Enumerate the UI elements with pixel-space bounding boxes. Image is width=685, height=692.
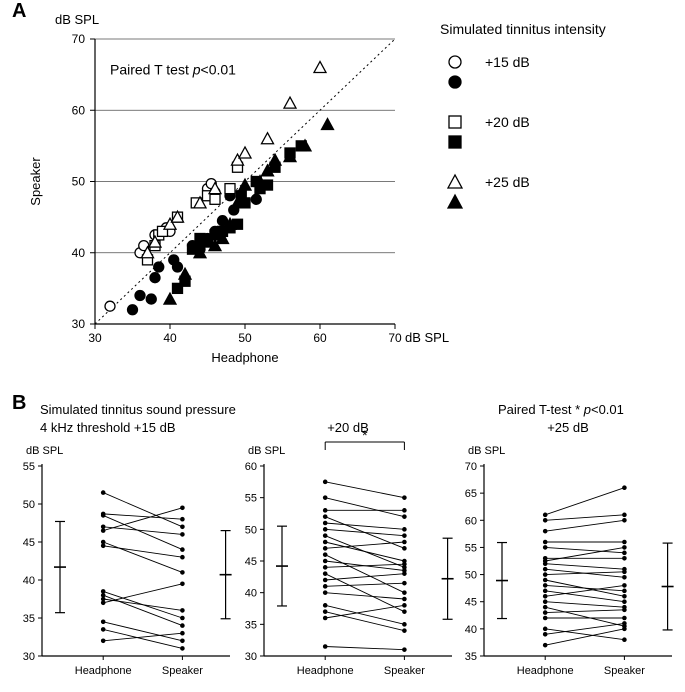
svg-text:60: 60 (72, 103, 86, 117)
svg-text:40: 40 (163, 331, 177, 345)
svg-text:+25 dB: +25 dB (485, 174, 530, 190)
svg-text:Headphone: Headphone (211, 350, 278, 365)
svg-text:45: 45 (23, 537, 35, 549)
svg-text:45: 45 (465, 597, 477, 609)
svg-text:40: 40 (465, 624, 477, 636)
svg-text:Headphone: Headphone (297, 665, 354, 677)
panel-b-sig-note: Paired T-test * p<0.01 (498, 402, 624, 417)
svg-text:50: 50 (23, 499, 35, 511)
panel-b-header-1: Simulated tinnitus sound pressure (40, 402, 236, 417)
svg-text:70: 70 (465, 461, 477, 473)
svg-text:35: 35 (23, 613, 35, 625)
svg-text:70: 70 (72, 32, 86, 46)
svg-text:30: 30 (72, 317, 86, 331)
panel-a-x-unit: dB SPL (405, 330, 449, 345)
svg-text:70: 70 (388, 331, 402, 345)
svg-text:60: 60 (313, 331, 327, 345)
svg-text:65: 65 (465, 488, 477, 500)
svg-text:+20 dB: +20 dB (485, 114, 530, 130)
svg-text:45: 45 (245, 556, 257, 568)
svg-text:50: 50 (465, 570, 477, 582)
svg-text:55: 55 (245, 493, 257, 505)
svg-text:Headphone: Headphone (75, 665, 132, 677)
svg-text:40: 40 (72, 246, 86, 260)
svg-text:30: 30 (88, 331, 102, 345)
svg-text:40: 40 (245, 588, 257, 600)
svg-text:50: 50 (72, 175, 86, 189)
svg-text:30: 30 (245, 651, 257, 663)
svg-text:60: 60 (245, 461, 257, 473)
svg-text:40: 40 (23, 575, 35, 587)
svg-text:35: 35 (465, 651, 477, 663)
svg-text:35: 35 (245, 619, 257, 631)
svg-text:Speaker: Speaker (28, 157, 43, 206)
svg-text:+15 dB: +15 dB (485, 54, 530, 70)
svg-text:Headphone: Headphone (517, 665, 574, 677)
svg-text:+25 dB: +25 dB (547, 420, 589, 435)
panel-b-header-2: 4 kHz threshold +15 dB (40, 420, 176, 435)
svg-text:Paired T test p<0.01: Paired T test p<0.01 (110, 62, 236, 78)
svg-text:dB SPL: dB SPL (468, 445, 505, 457)
svg-text:50: 50 (238, 331, 252, 345)
figure: A B dB SPL30304040505060607070dB SPLHead… (0, 0, 685, 692)
svg-text:55: 55 (23, 461, 35, 473)
svg-text:Speaker: Speaker (604, 665, 645, 677)
panel-a-y-unit: dB SPL (55, 12, 99, 27)
svg-text:60: 60 (465, 515, 477, 527)
svg-text:55: 55 (465, 542, 477, 554)
svg-text:*: * (362, 427, 368, 443)
svg-text:50: 50 (245, 524, 257, 536)
svg-text:Speaker: Speaker (162, 665, 203, 677)
svg-text:dB SPL: dB SPL (26, 445, 63, 457)
svg-text:Speaker: Speaker (384, 665, 425, 677)
svg-text:dB SPL: dB SPL (248, 445, 285, 457)
panel-a-svg: dB SPL30304040505060607070dB SPLHeadphon… (0, 4, 685, 384)
panel-b-svg: Simulated tinnitus sound pressure 4 kHz t… (0, 396, 685, 692)
svg-text:30: 30 (23, 651, 35, 663)
panel-a-legend-title: Simulated tinnitus intensity (440, 21, 606, 37)
